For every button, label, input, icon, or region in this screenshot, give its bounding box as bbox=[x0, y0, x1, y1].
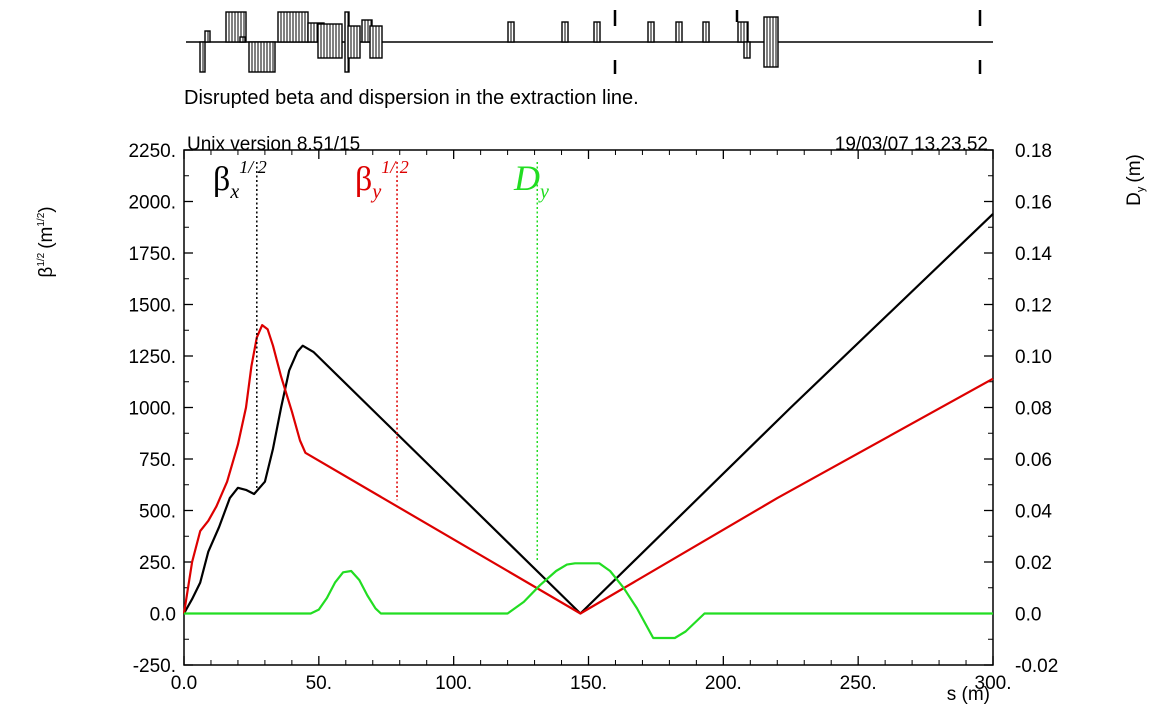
y-tick-label: 1750. bbox=[128, 244, 176, 265]
y-tick-label: 2000. bbox=[128, 193, 176, 214]
y2-label-main: D bbox=[1124, 192, 1145, 206]
svg-text:βx1/ 2: βx1/ 2 bbox=[213, 157, 267, 203]
y-tick-label: 1000. bbox=[128, 399, 176, 420]
y2-tick-label: -0.02 bbox=[1015, 656, 1058, 677]
y-label-sup: 1/2 bbox=[36, 252, 47, 266]
legend-dy-main: D bbox=[513, 158, 540, 198]
series-beta-x bbox=[183, 213, 994, 615]
x-tick-label: 250. bbox=[840, 673, 877, 694]
y-tick-label: 750. bbox=[139, 450, 176, 471]
beamline-lattice-strip bbox=[186, 10, 993, 74]
y2-label-unit: (m) bbox=[1124, 154, 1145, 182]
x-tick-label: 50. bbox=[306, 673, 332, 694]
y-label-close: ) bbox=[36, 206, 57, 212]
svg-text:β1/2(m1/2): β1/2(m1/2) bbox=[36, 206, 57, 277]
marker-group bbox=[256, 162, 539, 562]
y2-tick-label: 0.0 bbox=[1015, 605, 1041, 626]
y2-tick-label: 0.18 bbox=[1015, 141, 1052, 162]
plot-frame bbox=[183, 149, 994, 666]
x-tick-label: 0.0 bbox=[171, 673, 197, 694]
y2-tick-label: 0.04 bbox=[1015, 502, 1052, 523]
svg-text:Dy: Dy bbox=[513, 158, 549, 203]
y-tick-label: 0.0 bbox=[150, 605, 176, 626]
y-tick-label: 500. bbox=[139, 502, 176, 523]
y-tick-label: 2250. bbox=[128, 141, 176, 162]
y2-tick-label: 0.08 bbox=[1015, 399, 1052, 420]
y2-tick-label: 0.12 bbox=[1015, 296, 1052, 317]
legend-bx-sup: 1/ 2 bbox=[239, 157, 267, 177]
version-label: Unix version 8.51/15 bbox=[187, 134, 360, 155]
y2-label-sub: y bbox=[1135, 186, 1147, 192]
lattice-element bbox=[248, 41, 276, 73]
svg-text:Dy(m): Dy (m) bbox=[1124, 154, 1147, 206]
y-tick-label: -250. bbox=[133, 656, 176, 677]
chart-subtitle: Disrupted beta and dispersion in the ext… bbox=[184, 87, 639, 109]
axis-ticks bbox=[183, 149, 994, 666]
lattice-element bbox=[737, 21, 749, 43]
legend-bx-sub: x bbox=[229, 181, 239, 203]
y-label-unit: (m bbox=[36, 227, 57, 249]
y2-tick-label: 0.10 bbox=[1015, 347, 1052, 368]
y2-tick-label: 0.16 bbox=[1015, 193, 1052, 214]
axis-tick-labels: -250.0.0250.500.750.1000.1250.1500.1750.… bbox=[128, 141, 1058, 694]
y-label-main: β bbox=[36, 267, 57, 278]
legend-by-sub: y bbox=[370, 181, 381, 203]
legend-by-main: β bbox=[355, 161, 372, 198]
legend-dy-sub: y bbox=[538, 181, 549, 203]
svg-text:βy1/ 2: βy1/ 2 bbox=[355, 157, 409, 203]
legend-bx-main: β bbox=[213, 161, 230, 198]
legend-beta-x: βx1/ 2 bbox=[213, 157, 267, 203]
y-axis-label: β1/2(m1/2) bbox=[36, 206, 57, 277]
series-beta-y bbox=[182, 324, 994, 615]
x-axis-label: s (m) bbox=[947, 684, 990, 705]
legend-beta-y: βy1/ 2 bbox=[355, 157, 409, 203]
x-tick-label: 300. bbox=[975, 673, 1012, 694]
y-tick-label: 1250. bbox=[128, 347, 176, 368]
y-tick-label: 250. bbox=[139, 553, 176, 574]
y2-axis-label: Dy (m) bbox=[1124, 154, 1147, 206]
y-tick-label: 1500. bbox=[128, 296, 176, 317]
y2-tick-label: 0.14 bbox=[1015, 244, 1052, 265]
y2-tick-label: 0.06 bbox=[1015, 450, 1052, 471]
y-label-unit-sup: 1/2 bbox=[36, 212, 47, 226]
series-dispersion-y bbox=[184, 562, 993, 640]
x-tick-label: 150. bbox=[570, 673, 607, 694]
legend-dispersion-y: Dy bbox=[513, 158, 549, 203]
x-tick-label: 200. bbox=[705, 673, 742, 694]
y2-tick-label: 0.02 bbox=[1015, 553, 1052, 574]
series-group bbox=[182, 213, 994, 640]
legend-by-sup: 1/ 2 bbox=[381, 157, 409, 177]
x-tick-label: 100. bbox=[435, 673, 472, 694]
